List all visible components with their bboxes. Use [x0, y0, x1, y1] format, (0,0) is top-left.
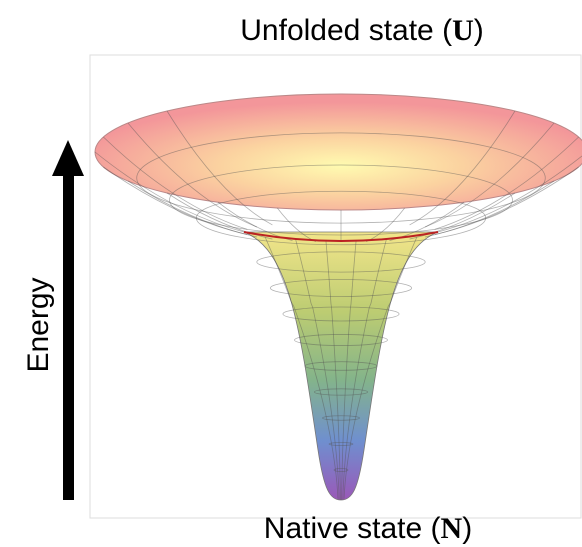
label-text: Unfolded state ( [240, 14, 452, 47]
label-symbol: N [441, 512, 463, 545]
label-text: ) [474, 14, 484, 47]
label-text: ) [462, 512, 472, 545]
energy-arrow-head [52, 140, 84, 176]
label-symbol: U [452, 14, 474, 47]
energy-label: Energy [22, 277, 55, 372]
native-label: Native state (N) [264, 512, 472, 545]
label-text: Native state ( [264, 512, 441, 545]
energy-arrow-shaft [63, 172, 74, 500]
page: Energy Unfolded state (U) Native state (… [0, 0, 582, 547]
unfolded-label: Unfolded state (U) [240, 14, 483, 47]
diagram: Energy Unfolded state (U) Native state (… [0, 0, 582, 547]
